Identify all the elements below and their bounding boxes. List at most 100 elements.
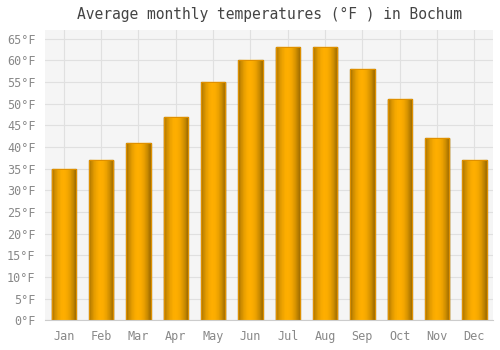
Bar (446, 138, 447, 320)
Bar (278, 47, 280, 320)
Bar (291, 47, 292, 320)
Bar (283, 47, 284, 320)
Bar (404, 99, 405, 320)
Bar (350, 69, 351, 320)
Bar (246, 61, 247, 320)
Bar (147, 143, 148, 320)
Bar (468, 160, 469, 320)
Bar (253, 61, 254, 320)
Bar (392, 99, 393, 320)
Bar (142, 143, 144, 320)
Bar (164, 117, 165, 320)
Bar (354, 69, 355, 320)
Bar (287, 47, 288, 320)
Bar (388, 99, 389, 320)
Bar (259, 61, 260, 320)
Bar (144, 143, 145, 320)
Bar (288, 47, 289, 320)
Bar (96, 160, 97, 320)
Bar (482, 160, 483, 320)
Bar (130, 143, 131, 320)
Bar (297, 47, 298, 320)
Bar (140, 143, 141, 320)
Bar (103, 160, 104, 320)
Bar (146, 143, 147, 320)
Bar (277, 47, 278, 320)
Bar (317, 47, 318, 320)
Bar (475, 160, 476, 320)
Bar (429, 138, 430, 320)
Bar (170, 117, 171, 320)
Bar (462, 160, 463, 320)
Bar (440, 138, 442, 320)
Bar (95, 160, 96, 320)
Bar (238, 61, 239, 320)
Bar (201, 82, 226, 320)
Bar (216, 82, 217, 320)
Bar (464, 160, 466, 320)
Bar (204, 82, 205, 320)
Bar (54, 169, 56, 320)
Bar (206, 82, 207, 320)
Bar (72, 169, 73, 320)
Bar (390, 99, 392, 320)
Title: Average monthly temperatures (°F ) in Bochum: Average monthly temperatures (°F ) in Bo… (76, 7, 462, 22)
Bar (102, 160, 103, 320)
Bar (139, 143, 140, 320)
Bar (245, 61, 246, 320)
Bar (243, 61, 244, 320)
Bar (368, 69, 369, 320)
Bar (356, 69, 357, 320)
Bar (166, 117, 168, 320)
Bar (239, 61, 240, 320)
Bar (132, 143, 133, 320)
Bar (136, 143, 138, 320)
Bar (388, 99, 412, 320)
Bar (180, 117, 182, 320)
Bar (182, 117, 183, 320)
Bar (463, 160, 464, 320)
Bar (213, 82, 214, 320)
Bar (107, 160, 108, 320)
Bar (218, 82, 219, 320)
Bar (313, 47, 337, 320)
Bar (369, 69, 370, 320)
Bar (361, 69, 362, 320)
Bar (247, 61, 248, 320)
Bar (141, 143, 142, 320)
Bar (321, 47, 322, 320)
Bar (298, 47, 300, 320)
Bar (334, 47, 335, 320)
Bar (466, 160, 467, 320)
Bar (178, 117, 179, 320)
Bar (224, 82, 226, 320)
Bar (471, 160, 472, 320)
Bar (480, 160, 481, 320)
Bar (185, 117, 186, 320)
Bar (316, 47, 317, 320)
Bar (56, 169, 57, 320)
Bar (183, 117, 184, 320)
Bar (478, 160, 479, 320)
Bar (326, 47, 327, 320)
Bar (177, 117, 178, 320)
Bar (372, 69, 374, 320)
Bar (64, 169, 65, 320)
Bar (462, 160, 486, 320)
Bar (134, 143, 135, 320)
Bar (222, 82, 223, 320)
Bar (355, 69, 356, 320)
Bar (364, 69, 365, 320)
Bar (254, 61, 256, 320)
Bar (448, 138, 449, 320)
Bar (430, 138, 431, 320)
Bar (425, 138, 426, 320)
Bar (176, 117, 177, 320)
Bar (319, 47, 320, 320)
Bar (61, 169, 62, 320)
Bar (133, 143, 134, 320)
Bar (330, 47, 331, 320)
Bar (212, 82, 213, 320)
Bar (100, 160, 101, 320)
Bar (315, 47, 316, 320)
